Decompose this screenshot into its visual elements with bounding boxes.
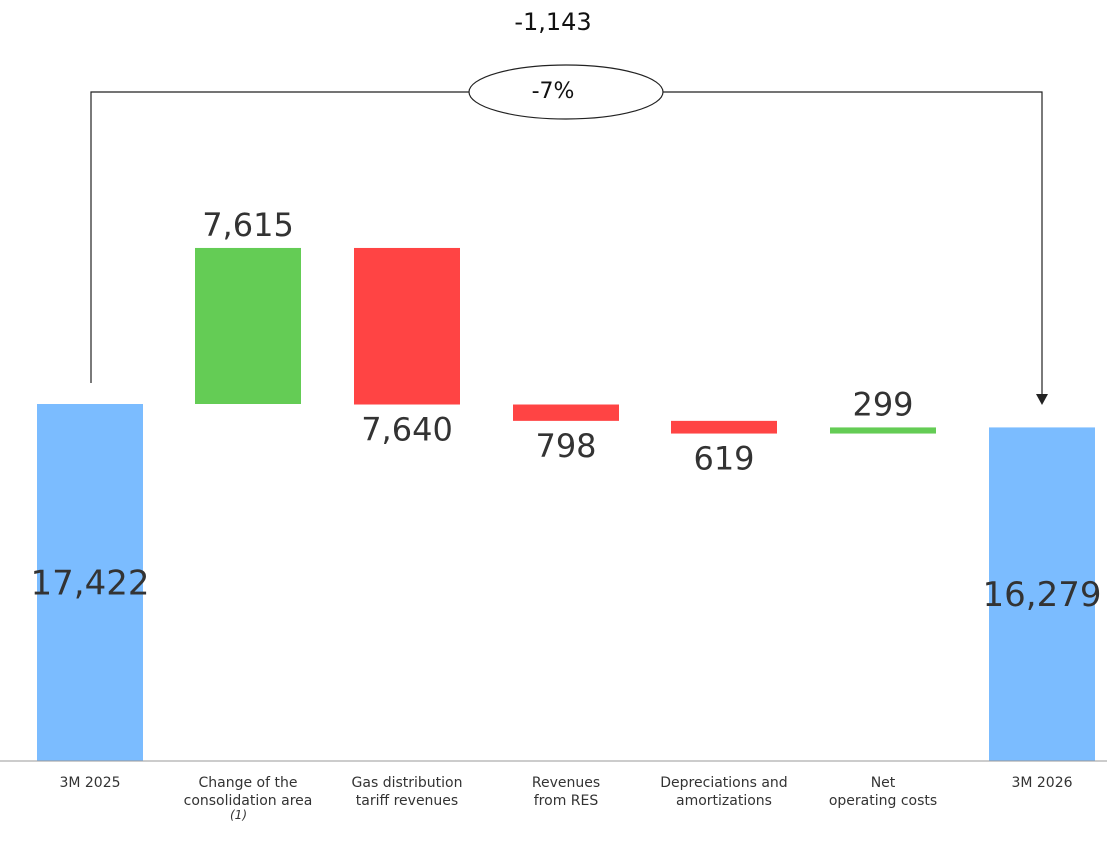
category-label-step-4: Depreciations and amortizations [660,775,788,809]
value-label-start: 17,422 [31,564,150,604]
bars-group [37,247,1095,761]
bracket-line-right [663,91,1043,396]
value-label-step-2: 7,640 [361,411,453,449]
category-label-step-1: Change of the consolidation area [183,775,313,809]
bar-step-4 [671,420,777,434]
bracket-arrow-head [1036,394,1048,405]
value-label-end: 16,279 [983,575,1102,615]
value-label-step-4: 619 [693,440,754,478]
bar-end-total [989,427,1095,761]
value-label-step-3: 798 [535,427,596,465]
bar-step-1 [195,247,301,404]
footnote-marker: (1) [230,808,247,822]
category-label-start: 3M 2025 [59,775,121,791]
change-bracket [90,64,1048,405]
category-label-end: 3M 2026 [1011,775,1073,791]
bar-step-3 [513,404,619,421]
bar-step-2 [354,247,460,405]
value-label-step-5: 299 [852,385,913,423]
bar-step-5 [830,427,936,434]
change-percent-ellipse [468,64,664,120]
total-change-percent: -7% [531,79,575,104]
value-labels-group: 17,422 7,615 7,640 798 619 299 16,279 [31,206,1102,615]
total-change-value: -1,143 [514,8,592,36]
bracket-line-left [90,91,470,383]
value-label-step-1: 7,615 [202,206,294,244]
category-label-step-2: Gas distribution tariff revenues [351,775,463,809]
category-label-step-5: Net operating costs [828,775,938,809]
bar-start-total [37,404,143,761]
category-label-step-3: Revenues from RES [531,775,601,809]
